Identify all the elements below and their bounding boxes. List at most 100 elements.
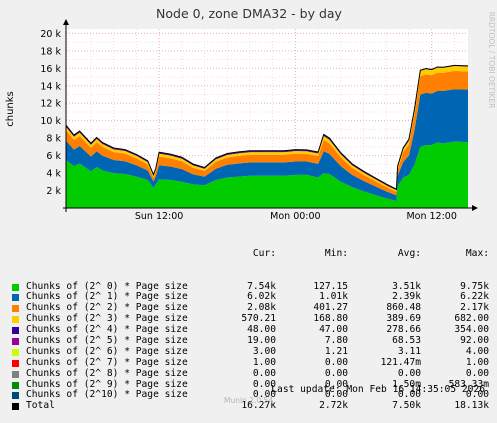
legend-max: 9.75k xyxy=(460,280,489,292)
legend-row: Chunks of (2^10) * Page size 0.00 0.00 0.00… xyxy=(12,390,489,401)
legend-swatch xyxy=(12,305,19,313)
legend: Cur: Min: Avg: Max: Chunks of (2^ 0) * P… xyxy=(12,227,489,423)
legend-min: 7.80 xyxy=(324,334,348,346)
legend-cur: 19.00 xyxy=(247,334,276,346)
legend-row: Chunks of (2^ 9) * Page size 0.00 0.00 1.50… xyxy=(12,379,489,391)
legend-swatch xyxy=(12,294,19,302)
legend-series-name: Chunks of (2^ 2) * Page size xyxy=(26,302,188,314)
legend-avg: 121.47m xyxy=(380,356,421,368)
legend-min: 0.00 xyxy=(324,378,348,390)
legend-series-name: Chunks of (2^ 5) * Page size xyxy=(26,334,188,346)
legend-series-name: Chunks of (2^ 1) * Page size xyxy=(26,291,188,303)
legend-min: 168.80 xyxy=(313,313,348,325)
legend-max: 92.00 xyxy=(460,334,489,346)
y-tick-labels: 2 k 4 k 6 k 8 k 10 k 12 k 14 k 16 k 18 k 20 k xyxy=(40,29,61,197)
legend-swatch xyxy=(12,283,19,291)
series-area xyxy=(66,70,468,196)
legend-avg: 2.39k xyxy=(392,291,421,303)
legend-swatch xyxy=(12,327,19,335)
legend-max: 4.00 xyxy=(465,345,489,357)
y-tick-label: 4 k xyxy=(46,169,61,180)
legend-row: Chunks of (2^ 8) * Page size 0.00 0.00 0.00… xyxy=(12,368,489,380)
legend-avg: 860.48 xyxy=(386,302,421,314)
legend-max: 354.00 xyxy=(454,324,489,336)
last-update: Last update: Mon Feb 16 14:35:05 2026 xyxy=(271,384,485,395)
y-axis-label: chunks xyxy=(5,91,16,127)
legend-series-name: Chunks of (2^ 3) * Page size xyxy=(26,313,188,325)
legend-cur: 570.21 xyxy=(241,313,276,325)
munin-graph: Node 0, zone DMA32 - by day chunks RRDTO… xyxy=(5,6,496,222)
legend-max: 6.22k xyxy=(460,291,489,303)
legend-swatch xyxy=(12,316,19,324)
chart-title: Node 0, zone DMA32 - by day xyxy=(156,6,343,21)
legend-max: 0.00 xyxy=(465,367,489,379)
legend-swatch xyxy=(12,337,19,345)
legend-row: Chunks of (2^ 2) * Page size 2.08k 401.27 8… xyxy=(12,302,489,314)
legend-avg: 0.00 xyxy=(397,389,421,401)
y-tick-label: 14 k xyxy=(40,81,61,92)
legend-avg: 7.50k xyxy=(392,400,421,412)
legend-row: Chunks of (2^ 4) * Page size 48.00 47.00 27… xyxy=(12,324,489,336)
legend-swatch xyxy=(12,359,19,367)
legend-min: 2.72k xyxy=(319,400,348,412)
y-tick-label: 18 k xyxy=(40,46,61,57)
legend-max: 1.00 xyxy=(465,356,489,368)
legend-header-avg: Avg: xyxy=(397,247,421,259)
y-tick-label: 12 k xyxy=(40,99,61,110)
legend-min: 0.00 xyxy=(324,367,348,379)
legend-cur: 1.00 xyxy=(252,356,276,368)
legend-series-name: Chunks of (2^ 4) * Page size xyxy=(26,324,188,336)
legend-max: 2.17k xyxy=(460,302,489,314)
y-tick-label: 20 k xyxy=(40,29,61,40)
legend-header-max: Max: xyxy=(465,247,489,259)
legend-cur: 0.00 xyxy=(252,367,276,379)
legend-max: 583.33m xyxy=(448,378,489,390)
legend-min: 47.00 xyxy=(319,324,348,336)
legend-max: 682.00 xyxy=(454,313,489,325)
legend-swatch xyxy=(12,370,19,378)
legend-cur: 0.00 xyxy=(252,389,276,401)
legend-row: Chunks of (2^ 1) * Page size 6.02k 1.01k 2.… xyxy=(12,292,489,303)
total-line xyxy=(65,64,469,190)
series-area xyxy=(66,141,468,208)
legend-series-name: Chunks of (2^ 9) * Page size xyxy=(26,378,188,390)
x-axis-arrow xyxy=(472,205,478,211)
stacked-areas xyxy=(66,65,468,208)
legend-cur: 16.27k xyxy=(241,400,276,412)
legend-min: 0.00 xyxy=(324,356,348,368)
legend-row: Total 16.27k 2.72k 7.50k 18.13k xyxy=(12,400,489,412)
legend-min: 1.21 xyxy=(324,345,348,357)
legend-avg: 0.00 xyxy=(397,367,421,379)
legend-min: 401.27 xyxy=(313,302,348,314)
legend-row: Chunks of (2^ 6) * Page size 3.00 1.21 3.11… xyxy=(12,346,489,358)
legend-avg: 278.66 xyxy=(386,324,421,336)
legend-series-name: Chunks of (2^10) * Page size xyxy=(26,389,188,401)
series-area xyxy=(66,89,468,202)
legend-series-name: Chunks of (2^ 8) * Page size xyxy=(26,367,188,379)
legend-avg: 389.69 xyxy=(386,313,421,325)
legend-swatch xyxy=(12,403,19,411)
legend-cur: 2.08k xyxy=(247,302,276,314)
legend-cur: 7.54k xyxy=(247,280,276,292)
legend-header-cur: Cur: xyxy=(252,247,276,259)
legend-avg: 68.53 xyxy=(392,334,421,346)
x-tick-label: Mon 12:00 xyxy=(406,211,456,222)
y-tick-label: 10 k xyxy=(40,116,61,127)
y-tick-label: 6 k xyxy=(46,151,61,162)
legend-header: Cur: Min: Avg: Max: xyxy=(12,248,489,260)
rrdtool-side-label: RRDTOOL / TOBI OETIKER xyxy=(487,12,496,109)
legend-swatch xyxy=(12,348,19,356)
legend-row: Chunks of (2^ 0) * Page size 7.54k 127.15 3… xyxy=(12,281,489,293)
legend-row: Chunks of (2^ 5) * Page size 19.00 7.80 68.… xyxy=(12,335,489,347)
legend-swatch xyxy=(12,381,19,389)
legend-min: 1.01k xyxy=(319,291,348,303)
legend-max: 18.13k xyxy=(454,400,489,412)
legend-cur: 6.02k xyxy=(247,291,276,303)
legend-series-name: Chunks of (2^ 6) * Page size xyxy=(26,345,188,357)
legend-series-name: Chunks of (2^ 7) * Page size xyxy=(26,356,188,368)
y-tick-label: 16 k xyxy=(40,64,61,75)
legend-max: 0.00 xyxy=(465,389,489,401)
legend-min: 0.00 xyxy=(324,389,348,401)
legend-min: 127.15 xyxy=(313,280,348,292)
legend-avg: 3.11 xyxy=(397,345,421,357)
